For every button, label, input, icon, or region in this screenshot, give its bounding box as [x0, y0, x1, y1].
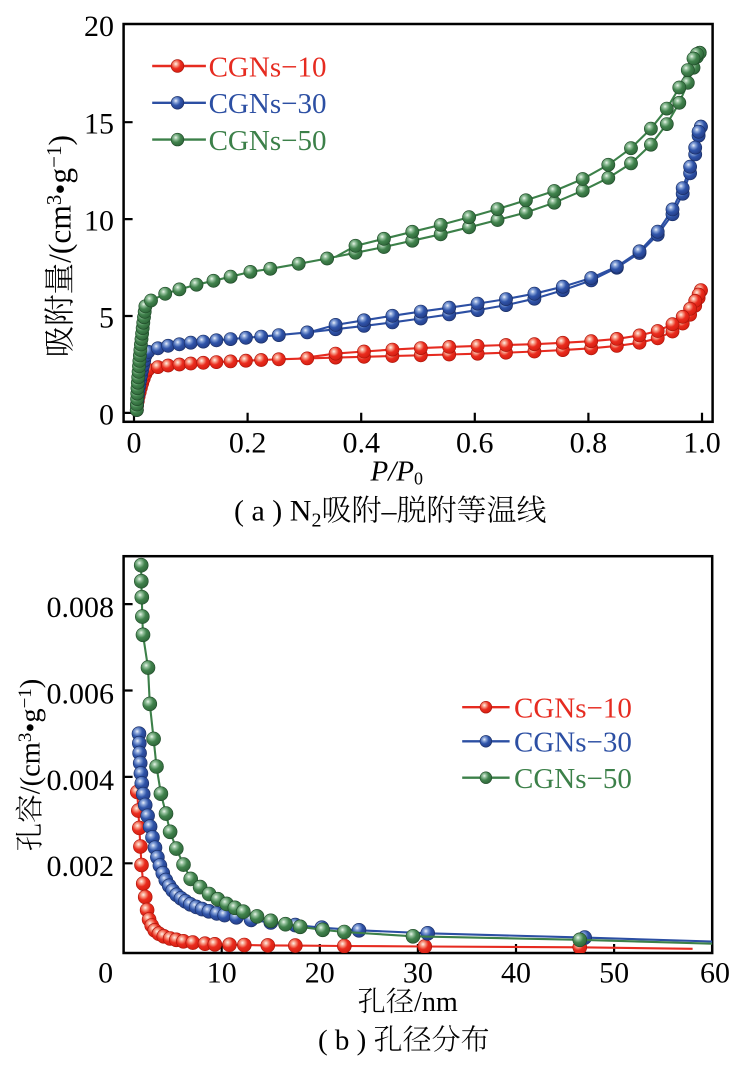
svg-text:10: 10 — [84, 205, 114, 238]
svg-text:–: – — [381, 495, 398, 528]
svg-text:P/P: P/P — [370, 455, 415, 487]
svg-text:): ) — [43, 135, 78, 146]
svg-text:/nm: /nm — [414, 987, 458, 1018]
svg-text:( b ): ( b ) — [318, 1025, 366, 1057]
svg-text:20: 20 — [305, 956, 335, 989]
svg-text:0.008: 0.008 — [47, 591, 115, 624]
svg-text:1.0: 1.0 — [683, 426, 721, 459]
svg-text:3: 3 — [42, 195, 66, 206]
svg-text:0.6: 0.6 — [456, 426, 494, 459]
svg-text:30: 30 — [403, 956, 433, 989]
svg-text:0.006: 0.006 — [47, 677, 115, 710]
svg-text:•: • — [16, 723, 47, 733]
svg-text:0.4: 0.4 — [342, 426, 380, 459]
svg-text:60: 60 — [700, 956, 730, 989]
svg-text:g: g — [16, 708, 47, 722]
svg-text:( a ) N: ( a ) N — [234, 495, 311, 528]
svg-text:10: 10 — [207, 956, 237, 989]
svg-text:−1: −1 — [15, 688, 36, 708]
svg-text:0.002: 0.002 — [47, 850, 115, 883]
svg-text:0: 0 — [414, 469, 423, 489]
svg-text:20: 20 — [84, 10, 114, 43]
svg-text:CGNs−30: CGNs−30 — [209, 88, 327, 120]
svg-text:0: 0 — [127, 426, 142, 459]
svg-text:•: • — [43, 184, 78, 195]
svg-text:0.004: 0.004 — [47, 764, 115, 797]
svg-text:5: 5 — [99, 301, 114, 334]
svg-text:−1: −1 — [42, 146, 66, 168]
svg-text:/(cm: /(cm — [43, 205, 78, 263]
svg-text:CGNs−50: CGNs−50 — [209, 125, 327, 157]
svg-text:0.2: 0.2 — [229, 426, 267, 459]
svg-text:CGNs−30: CGNs−30 — [514, 727, 632, 759]
svg-text:0: 0 — [98, 956, 113, 989]
svg-text:2: 2 — [312, 510, 322, 532]
svg-text:CGNs−50: CGNs−50 — [514, 763, 632, 795]
svg-text:3: 3 — [15, 733, 36, 743]
svg-text:0.8: 0.8 — [570, 426, 608, 459]
svg-text:): ) — [16, 679, 47, 689]
svg-text:15: 15 — [84, 108, 114, 141]
svg-text:CGNs−10: CGNs−10 — [209, 51, 327, 83]
svg-text:g: g — [43, 168, 78, 184]
svg-text:0: 0 — [99, 398, 114, 431]
svg-text:40: 40 — [501, 956, 531, 989]
svg-text:/(cm: /(cm — [16, 742, 47, 794]
svg-text:50: 50 — [599, 956, 629, 989]
svg-text:CGNs−10: CGNs−10 — [514, 693, 632, 725]
